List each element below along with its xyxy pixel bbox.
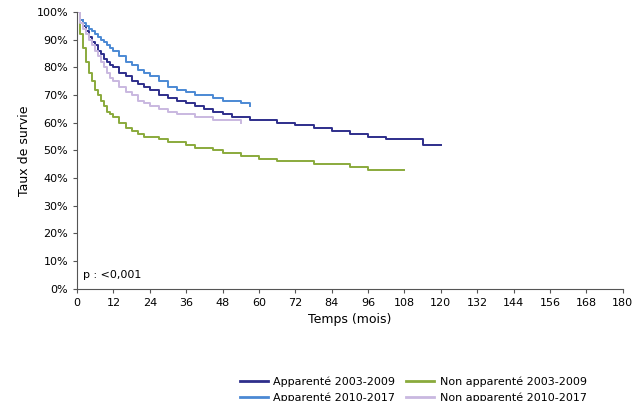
Legend: Apparenté 2003-2009, Apparenté 2010-2017, Non apparenté 2003-2009, Non apparenté: Apparenté 2003-2009, Apparenté 2010-2017… xyxy=(236,372,591,401)
X-axis label: Temps (mois): Temps (mois) xyxy=(308,313,392,326)
Text: p : <0,001: p : <0,001 xyxy=(83,270,141,280)
Y-axis label: Taux de survie: Taux de survie xyxy=(18,105,31,196)
